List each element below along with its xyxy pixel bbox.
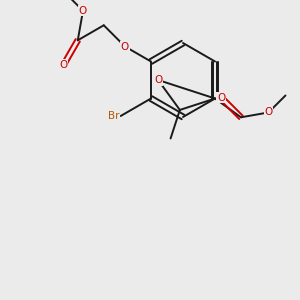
Text: O: O [154, 75, 162, 85]
Text: Br: Br [108, 111, 119, 121]
Text: O: O [217, 92, 225, 103]
Text: O: O [121, 41, 129, 52]
Text: O: O [264, 107, 273, 117]
Text: O: O [60, 59, 68, 70]
Text: O: O [79, 6, 87, 16]
